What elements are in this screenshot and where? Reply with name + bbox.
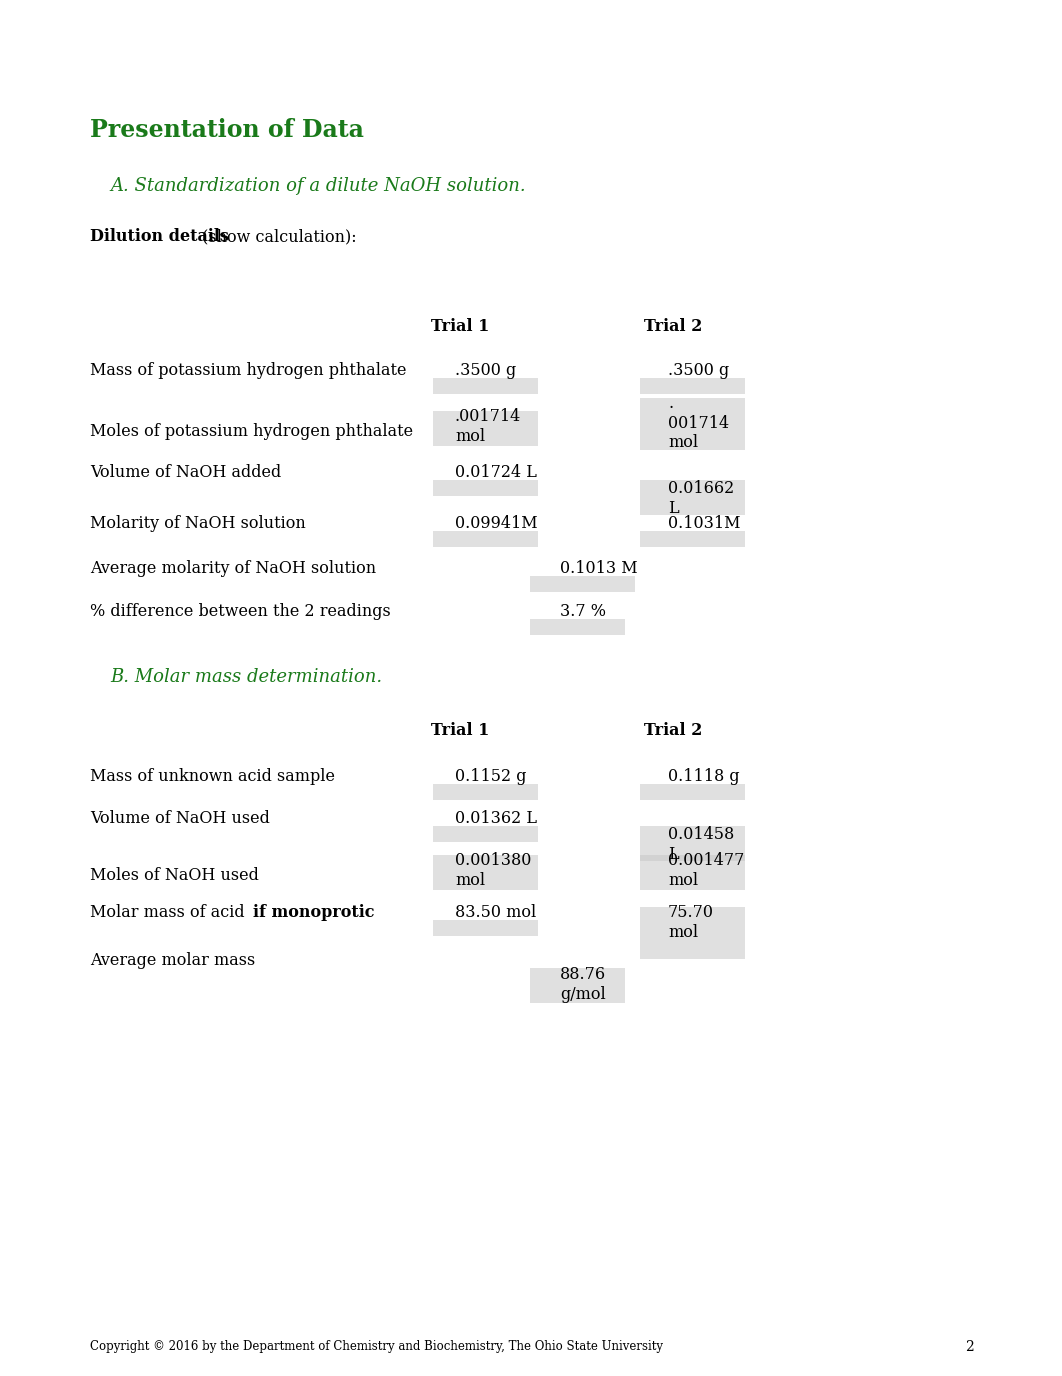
Bar — [640, 784, 746, 799]
Text: Trial 1: Trial 1 — [431, 722, 490, 739]
Text: 0.001380
mol: 0.001380 mol — [455, 852, 531, 889]
Bar — [433, 378, 538, 394]
Bar — [433, 854, 538, 890]
Text: Volume of NaOH added: Volume of NaOH added — [90, 464, 281, 482]
Bar — [433, 784, 538, 799]
Text: .001714
mol: .001714 mol — [455, 409, 521, 444]
Bar — [640, 480, 746, 515]
Text: .3500 g: .3500 g — [668, 362, 730, 378]
Text: 0.1031M: 0.1031M — [668, 515, 740, 533]
Text: Presentation of Data: Presentation of Data — [90, 118, 364, 142]
Text: Trial 2: Trial 2 — [644, 318, 702, 334]
Text: Molarity of NaOH solution: Molarity of NaOH solution — [90, 515, 306, 533]
Text: .3500 g: .3500 g — [455, 362, 516, 378]
Text: 83.50 mol: 83.50 mol — [455, 904, 536, 921]
Text: 0.01662
L: 0.01662 L — [668, 480, 734, 516]
Text: 0.01724 L: 0.01724 L — [455, 464, 537, 482]
Text: 0.1013 M: 0.1013 M — [560, 560, 637, 577]
Bar — [433, 531, 538, 548]
Text: Mass of potassium hydrogen phthalate: Mass of potassium hydrogen phthalate — [90, 362, 407, 378]
Bar — [433, 921, 538, 936]
Bar — [640, 854, 746, 890]
Text: Moles of potassium hydrogen phthalate: Moles of potassium hydrogen phthalate — [90, 422, 413, 440]
Text: if monoprotic: if monoprotic — [253, 904, 375, 921]
Text: 0.1118 g: 0.1118 g — [668, 768, 739, 784]
Text: Mass of unknown acid sample: Mass of unknown acid sample — [90, 768, 335, 784]
Bar — [640, 826, 746, 861]
Text: 0.09941M: 0.09941M — [455, 515, 537, 533]
Text: 2: 2 — [965, 1340, 974, 1354]
Text: .
001714
mol: . 001714 mol — [668, 395, 730, 451]
Text: Molar mass of acid: Molar mass of acid — [90, 904, 250, 921]
Text: 0.001477
mol: 0.001477 mol — [668, 852, 744, 889]
Text: % difference between the 2 readings: % difference between the 2 readings — [90, 603, 391, 621]
Text: Trial 1: Trial 1 — [431, 318, 490, 334]
Bar — [640, 378, 746, 394]
Text: 3.7 %: 3.7 % — [560, 603, 606, 621]
Bar — [530, 619, 626, 634]
Text: Average molarity of NaOH solution: Average molarity of NaOH solution — [90, 560, 376, 577]
Bar — [433, 480, 538, 495]
Text: A. Standardization of a dilute NaOH solution.: A. Standardization of a dilute NaOH solu… — [110, 178, 526, 195]
Text: Trial 2: Trial 2 — [644, 722, 702, 739]
Bar — [640, 398, 746, 450]
Bar — [433, 826, 538, 842]
Text: Dilution details: Dilution details — [90, 228, 229, 245]
Bar — [530, 967, 626, 1003]
Bar — [640, 531, 746, 548]
Text: 0.01458
L: 0.01458 L — [668, 826, 734, 863]
Text: B. Molar mass determination.: B. Molar mass determination. — [110, 667, 382, 687]
Text: Moles of NaOH used: Moles of NaOH used — [90, 867, 259, 883]
Bar — [640, 907, 746, 959]
Text: 88.76
g/mol: 88.76 g/mol — [560, 966, 606, 1003]
Text: 75.70
mol: 75.70 mol — [668, 904, 714, 941]
Text: Copyright © 2016 by the Department of Chemistry and Biochemistry, The Ohio State: Copyright © 2016 by the Department of Ch… — [90, 1340, 663, 1353]
Text: Volume of NaOH used: Volume of NaOH used — [90, 810, 270, 827]
Text: Average molar mass: Average molar mass — [90, 952, 255, 969]
Text: (show calculation):: (show calculation): — [196, 228, 357, 245]
Bar — [433, 411, 538, 446]
Text: 0.1152 g: 0.1152 g — [455, 768, 527, 784]
Bar — [530, 577, 635, 592]
Text: 0.01362 L: 0.01362 L — [455, 810, 537, 827]
